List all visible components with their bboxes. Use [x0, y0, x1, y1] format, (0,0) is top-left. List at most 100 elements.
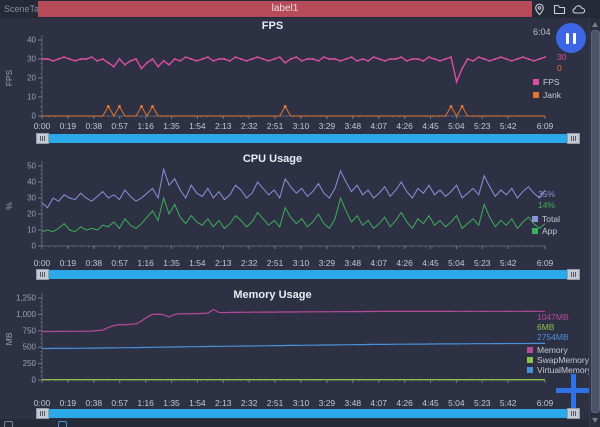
time-tick-label: 0:00 — [33, 121, 51, 131]
time-tick-label: 4:26 — [396, 398, 413, 408]
cpu-plot: 0 10 20 30 40 50% — [4, 161, 546, 251]
time-tick-label: 5:04 — [448, 121, 465, 131]
time-tick-label: 5:04 — [448, 258, 465, 268]
bottom-checkbox[interactable] — [4, 421, 13, 427]
top-bar: SceneTab label1 — [0, 0, 600, 18]
time-tick-label: 1:54 — [189, 258, 206, 268]
bottom-strip — [0, 419, 589, 427]
legend-item-jank[interactable]: Jank — [533, 90, 561, 100]
y-tick-label: 500 — [23, 343, 37, 352]
cpu-chart-title: CPU Usage — [242, 153, 303, 165]
fps-legend-swatch — [533, 79, 539, 85]
legend-item-swapmemory[interactable]: SwapMemory — [527, 355, 589, 365]
time-tick-label: 0:57 — [111, 398, 128, 408]
scrollbar-right-handle[interactable] — [567, 269, 580, 280]
time-tick-label: 2:32 — [240, 121, 258, 131]
y-tick-label: 20 — [27, 74, 36, 83]
time-tick-label: 1:16 — [137, 398, 154, 408]
vertical-scrollbar — [589, 18, 600, 427]
time-tick-label: 3:29 — [318, 121, 336, 131]
time-tick-label: 0:57 — [111, 121, 128, 131]
jank-current-value: 0 — [557, 63, 562, 73]
pause-button[interactable] — [556, 23, 586, 53]
y-tick-label: 0 — [32, 242, 37, 251]
y-axis-label: % — [4, 202, 14, 210]
jank-legend-swatch — [533, 92, 539, 98]
time-tick-label: 0:38 — [85, 398, 103, 408]
memory-legend-label: Memory — [537, 345, 568, 355]
time-tick-label: 4:07 — [370, 121, 387, 131]
time-tick-label: 5:23 — [473, 258, 491, 268]
y-tick-label: 1,000 — [16, 310, 37, 319]
time-tick-label: 1:54 — [189, 398, 206, 408]
time-tick-label: 0:57 — [111, 258, 128, 268]
jank-legend-label: Jank — [543, 90, 561, 100]
legend-item-memory[interactable]: Memory — [527, 345, 568, 355]
time-tick-label: 2:13 — [214, 258, 232, 268]
y-axis-label: FPS — [4, 69, 14, 86]
y-tick-label: 30 — [27, 55, 36, 64]
time-tick-label: 1:35 — [163, 258, 180, 268]
memory-time-axis: 0:00 0:19 0:38 0:57 1:16 1:35 1:54 2:13 2:32 2:51… — [34, 398, 554, 408]
time-tick-label: 6:09 — [536, 258, 554, 268]
scrollbar-left-handle[interactable] — [36, 408, 49, 419]
app-legend-swatch — [532, 228, 538, 234]
time-tick-label: 5:04 — [448, 398, 465, 408]
time-tick-label: 2:32 — [240, 398, 258, 408]
virtualmemory-series-line — [42, 342, 545, 350]
fps-time-axis: 0:00 0:19 0:38 0:57 1:16 1:35 1:54 2:13 2:32 2:51… — [34, 121, 554, 131]
time-tick-label: 0:00 — [33, 258, 51, 268]
scrollbar-track[interactable] — [49, 134, 567, 143]
time-tick-label: 0:00 — [33, 398, 51, 408]
scrollbar-track[interactable] — [49, 409, 567, 418]
scrollbar-track[interactable] — [49, 270, 567, 279]
virtual-legend-swatch — [527, 367, 533, 373]
scrollbar-right-handle[interactable] — [567, 408, 580, 419]
time-tick-label: 3:10 — [292, 258, 310, 268]
app-legend-label: App — [542, 226, 558, 236]
legend-item-fps[interactable]: FPS — [533, 77, 560, 87]
bottom-checkbox-active[interactable] — [58, 421, 67, 427]
folder-icon[interactable] — [552, 2, 566, 16]
memory-plot: 0 250 500 750 1,000 1,250 MB — [4, 293, 546, 385]
time-tick-label: 5:42 — [499, 258, 517, 268]
time-tick-label: 3:48 — [344, 121, 362, 131]
scroll-up-arrow[interactable] — [592, 22, 598, 27]
legend-item-total[interactable]: Total — [532, 214, 560, 224]
time-tick-label: 1:35 — [163, 398, 180, 408]
time-tick-label: 2:51 — [266, 258, 284, 268]
time-tick-label: 6:09 — [536, 121, 554, 131]
total-series-line — [41, 167, 546, 209]
total-legend-swatch — [532, 216, 538, 222]
scroll-down-arrow[interactable] — [592, 418, 598, 423]
time-tick-label: 4:26 — [396, 121, 413, 131]
cpu-horizontal-scrollbar — [36, 269, 580, 280]
add-chart-button[interactable] — [554, 372, 592, 410]
y-tick-label: 250 — [23, 359, 37, 368]
y-tick-label: 10 — [27, 226, 36, 235]
time-tick-label: 2:13 — [214, 121, 232, 131]
time-tick-label: 3:48 — [344, 398, 362, 408]
legend-item-virtualmemory[interactable]: VirtualMemory — [527, 365, 592, 375]
session-label-tab[interactable]: label1 — [38, 1, 532, 17]
scrollbar-right-handle[interactable] — [567, 133, 580, 144]
elapsed-time: 6:04 — [533, 27, 551, 37]
cloud-icon[interactable] — [572, 2, 586, 16]
y-tick-label: 40 — [27, 178, 36, 187]
swap-legend-swatch — [527, 357, 533, 363]
time-tick-label: 5:23 — [473, 121, 491, 131]
time-tick-label: 1:16 — [137, 121, 154, 131]
y-tick-label: 0 — [32, 112, 37, 121]
y-tick-label: 50 — [27, 162, 36, 171]
legend-item-app[interactable]: App — [532, 226, 557, 236]
memory-series-line — [41, 308, 545, 333]
location-icon[interactable] — [532, 2, 546, 16]
time-tick-label: 4:45 — [422, 258, 439, 268]
memory-horizontal-scrollbar — [36, 408, 580, 419]
time-tick-label: 0:38 — [85, 258, 103, 268]
time-tick-label: 4:45 — [422, 398, 439, 408]
vertical-scrollbar-thumb[interactable] — [591, 30, 600, 413]
scrollbar-left-handle[interactable] — [36, 269, 49, 280]
scrollbar-left-handle[interactable] — [36, 133, 49, 144]
time-tick-label: 3:10 — [292, 121, 310, 131]
